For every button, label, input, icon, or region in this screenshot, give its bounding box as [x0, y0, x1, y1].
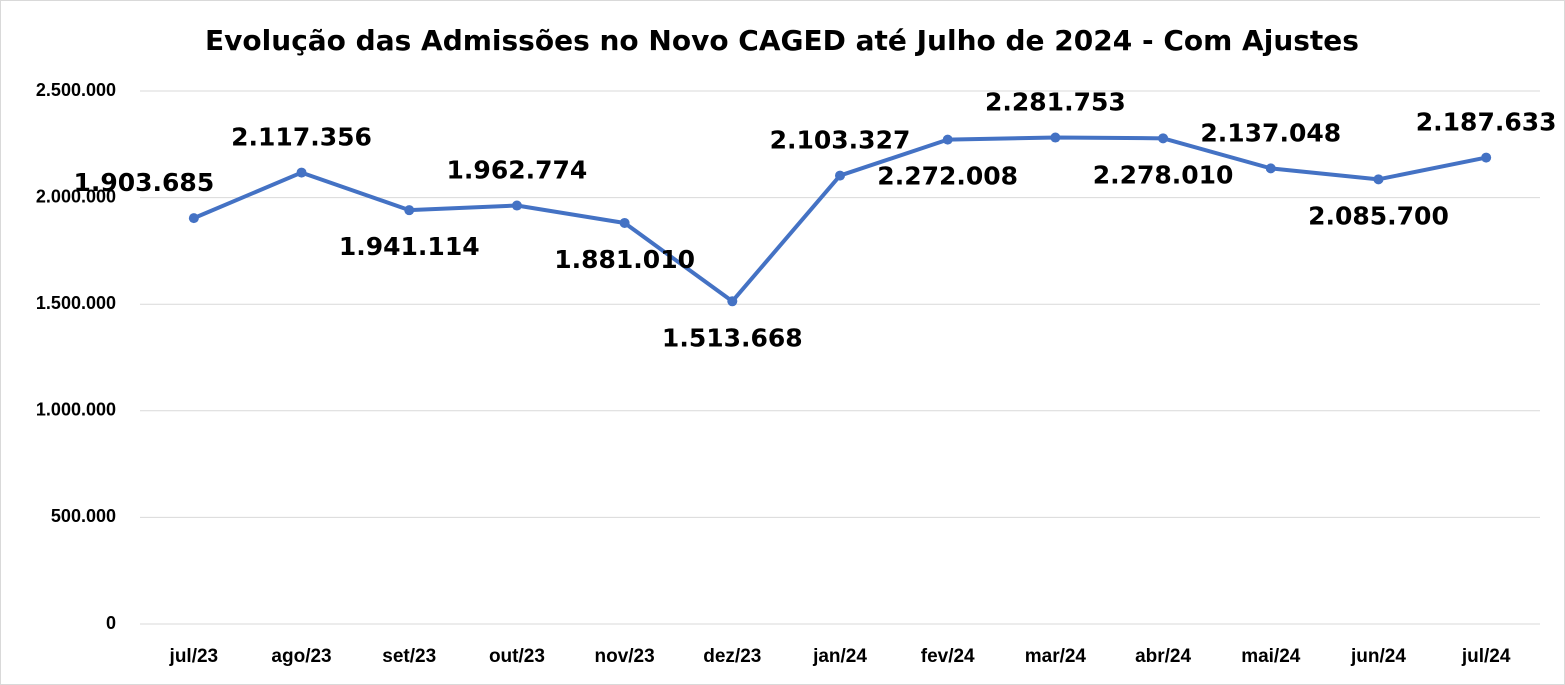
- data-label: 2.137.048: [1200, 118, 1341, 147]
- data-label: 1.962.774: [447, 156, 588, 185]
- data-label: 2.103.327: [770, 126, 911, 155]
- y-tick-label: 1.500.000: [36, 293, 116, 313]
- data-label: 1.941.114: [339, 232, 480, 261]
- x-tick-label: fev/24: [921, 646, 975, 667]
- x-tick-label: jan/24: [812, 646, 867, 667]
- marker: [619, 217, 630, 228]
- x-tick-label: set/23: [382, 646, 436, 667]
- y-tick-label: 2.000.000: [36, 186, 116, 206]
- data-label: 2.272.008: [877, 162, 1018, 191]
- marker: [942, 134, 953, 145]
- y-tick-label: 1.000.000: [36, 400, 116, 420]
- data-label: 1.903.685: [73, 168, 214, 197]
- marker: [1481, 152, 1492, 163]
- x-tick-label: out/23: [489, 646, 545, 667]
- x-tick-label: jul/23: [169, 646, 219, 667]
- x-tick-label: mai/24: [1241, 646, 1301, 667]
- data-label: 2.085.700: [1308, 201, 1449, 230]
- marker: [727, 296, 738, 307]
- marker: [1050, 132, 1061, 143]
- x-tick-label: jun/24: [1350, 646, 1406, 667]
- y-tick-label: 2.500.000: [36, 80, 116, 100]
- marker: [296, 167, 307, 178]
- marker: [835, 170, 845, 181]
- x-tick-label: mar/24: [1025, 646, 1087, 667]
- data-label: 2.117.356: [231, 123, 372, 152]
- y-tick-label: 0: [106, 613, 116, 633]
- x-tick-label: ago/23: [271, 646, 331, 667]
- marker: [404, 205, 415, 216]
- chart-title: Evolução das Admissões no Novo CAGED até…: [205, 24, 1359, 57]
- marker: [1158, 133, 1169, 144]
- data-label: 1.513.668: [662, 323, 803, 352]
- y-tick-label: 500.000: [51, 506, 116, 526]
- marker: [1265, 163, 1276, 174]
- x-tick-label: jul/24: [1461, 646, 1511, 667]
- marker: [188, 213, 199, 224]
- x-tick-label: dez/23: [703, 646, 761, 667]
- data-label: 2.278.010: [1093, 160, 1234, 189]
- data-label: 2.281.753: [985, 88, 1126, 117]
- x-tick-label: abr/24: [1135, 646, 1191, 667]
- x-tick-label: nov/23: [595, 646, 655, 667]
- marker: [511, 200, 522, 211]
- data-label: 1.881.010: [554, 245, 695, 274]
- data-label: 2.187.633: [1416, 108, 1557, 137]
- marker: [1373, 174, 1384, 185]
